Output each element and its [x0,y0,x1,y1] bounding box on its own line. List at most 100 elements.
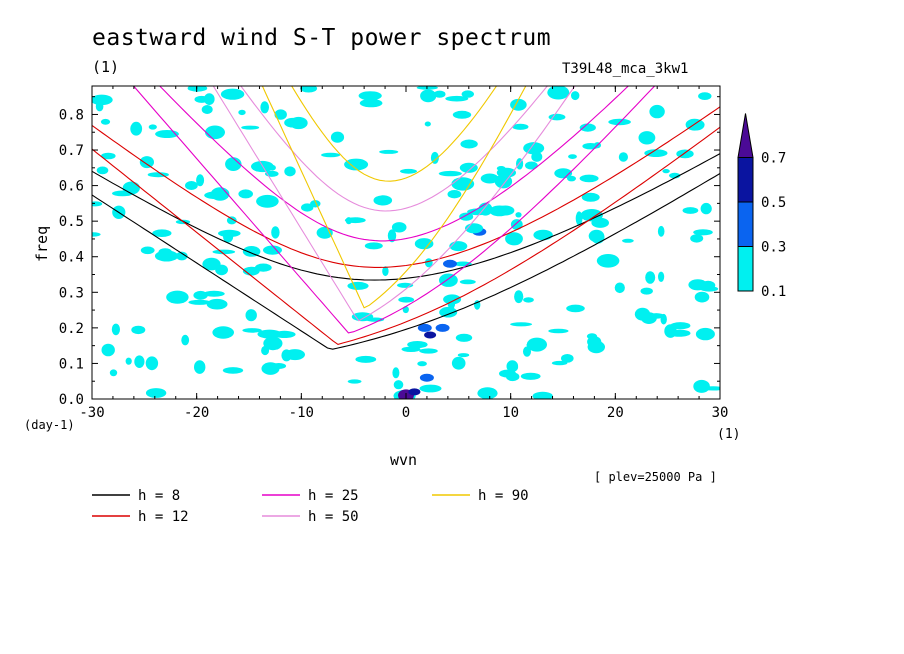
dispersion-curve [92,126,720,346]
contour-blob-noise [700,280,716,290]
x-tick-label: -20 [184,405,209,421]
contour-blob-noise [401,346,421,352]
contour-blob [408,388,421,396]
contour-blob [417,323,432,332]
contour-blob-noise [447,190,462,199]
contour-blob-noise [667,329,691,337]
y-tick-label: 0.7 [59,143,84,159]
contour-blob-noise [455,333,473,342]
contour-blob-noise [145,388,167,398]
contour-blob-noise [284,166,296,177]
contour-blob-noise [548,328,569,334]
contour-blob-noise [202,257,221,271]
x-tick-label: 0 [402,405,410,421]
contour-blob-noise [477,387,498,399]
contour-blob-noise [515,212,522,218]
contour-blob-noise [430,151,439,164]
contour-blob-noise [130,121,143,136]
contour-blob-noise [649,104,665,119]
contour-blob-noise [580,209,603,222]
contour-blob-noise [531,151,543,162]
contour-blob-noise [96,166,109,175]
contour-blob-noise [289,116,308,130]
contour-blob [435,323,450,332]
contour-blob-noise [548,113,566,121]
contour-blob-noise [417,361,427,367]
contour-blob-noise [693,379,710,393]
contour-blob-noise [212,249,236,255]
legend-label: h = 8 [138,488,180,504]
contour-blob-noise [181,334,190,346]
contour-blob-noise [568,154,577,160]
contour-blob-noise [398,296,415,303]
y-tick-label: 0.0 [59,392,84,408]
contour-blob-noise [533,229,553,241]
contour-blob-noise [452,110,472,119]
contour-blob-noise [242,328,262,333]
contour-blob-noise [321,152,341,158]
x-tick-label: 30 [712,405,729,421]
contour-blob-noise [414,238,434,250]
contour-blob-noise [225,157,242,172]
dispersion-curve [212,86,576,322]
contour-blob-noise [551,360,568,366]
contour-blob-noise [457,353,470,358]
contour-blob-noise [359,98,383,108]
colorbar-segment [737,246,754,292]
colorbar-label: 0.5 [761,195,786,211]
contour-blob-noise [347,281,369,290]
contour-blob-noise [100,118,111,125]
contour-blob-noise [382,266,389,277]
contour-blob-noise [188,299,211,305]
contour-blob-noise [148,124,157,130]
legend-label: h = 25 [308,488,359,504]
contour-blob-noise [670,322,691,330]
contour-blob-noise [355,355,377,363]
contour-blob-noise [201,105,213,114]
dispersion-curve [158,86,630,242]
dispersion-curve [291,86,498,182]
contour-blob-noise [131,325,146,335]
dispersion-curve [92,173,720,350]
y-tick-label: 0.8 [59,107,84,123]
colorbar-label: 0.7 [761,151,786,167]
contour-blob-noise [561,354,574,363]
contour-blob-noise [125,357,132,365]
contour-blob-noise [694,291,710,303]
contour-blob-noise [273,330,296,338]
contour-blob-noise [523,297,534,303]
dispersion-curve [240,86,549,212]
y-tick-label: 0.5 [59,214,84,230]
contour-blob-noise [438,170,462,177]
contour-blob-noise [205,125,225,140]
contour-blob-noise [300,86,318,93]
contour-blob-noise [514,290,524,304]
contour-blob-noise [134,355,145,369]
x-tick-label: 20 [607,405,624,421]
y-axis-label: freq [33,226,51,262]
chart-title: eastward wind S-T power spectrum [92,25,552,51]
contour-blob-noise [459,279,476,285]
contour-blob-noise [245,309,257,322]
contour-blob-noise [433,90,446,98]
contour-blob-noise [391,222,407,233]
contour-blob-noise [387,229,397,243]
contour-blob-noise [185,181,198,190]
contour-blob-noise [614,282,625,294]
y-tick-label: 0.4 [59,250,84,266]
contour-blob-noise [579,174,599,183]
contour-blob-noise [439,306,458,318]
contour-blob-noise [358,91,382,101]
contour-blob-noise [622,238,634,243]
contour-blob-noise [203,290,225,297]
contour-blob-noise [567,175,576,182]
contour-blob-noise [505,232,523,246]
contour-blob-noise [420,89,437,103]
contour-blob-noise [271,226,280,239]
y-tick-label: 0.2 [59,321,84,337]
contour-blob-noise [460,139,478,149]
contour-blob-noise [285,349,305,361]
contour-blob-noise [554,168,573,179]
contour-blob-noise [419,348,438,354]
axes-layer: -30 -20 -10 0 10 20 30 0.0 0.1 0.2 0.3 0.4 0.5 0.6 0.7… [59,86,729,421]
